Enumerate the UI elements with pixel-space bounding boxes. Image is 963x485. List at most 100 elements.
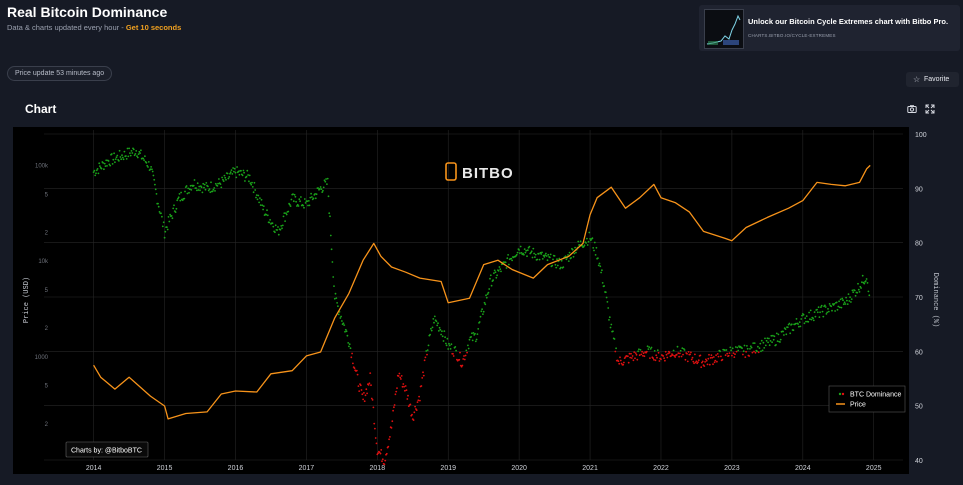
dominance-point <box>865 278 868 280</box>
dominance-point <box>742 350 745 353</box>
dominance-point <box>343 324 346 326</box>
dominance-point <box>560 266 562 269</box>
dominance-point <box>310 192 312 195</box>
dominance-point <box>336 302 338 304</box>
dominance-point <box>404 385 407 387</box>
dominance-point <box>166 228 169 231</box>
dominance-point <box>857 288 860 291</box>
dominance-point <box>292 193 294 196</box>
dominance-point <box>437 330 440 332</box>
dominance-point <box>207 185 209 188</box>
promo-thumbnail-chart-icon <box>705 10 743 48</box>
favorite-button[interactable]: ☆ Favorite <box>906 72 959 87</box>
dominance-point <box>154 183 156 186</box>
dominance-point <box>232 167 235 169</box>
dominance-point <box>635 353 638 356</box>
dominance-point <box>769 340 772 342</box>
dominance-point <box>768 337 770 340</box>
dominance-point <box>436 324 439 327</box>
dominance-point <box>732 352 735 354</box>
dominance-point <box>758 347 761 349</box>
dominance-point <box>187 187 190 190</box>
expand-icon[interactable] <box>925 104 935 114</box>
dominance-point <box>712 356 715 358</box>
dominance-point <box>162 221 165 224</box>
dominance-point <box>374 437 377 439</box>
dominance-point <box>196 182 199 185</box>
dominance-point <box>716 353 719 355</box>
dominance-point <box>174 211 177 214</box>
dominance-point <box>767 341 769 344</box>
dominance-point <box>279 228 282 231</box>
camera-icon[interactable] <box>907 104 917 114</box>
dominance-point <box>765 339 768 342</box>
dominance-point <box>190 189 193 191</box>
dominance-point <box>775 344 777 346</box>
dominance-point <box>160 212 162 215</box>
dominance-point <box>137 153 140 156</box>
dominance-point <box>523 248 526 251</box>
dominance-point <box>748 355 751 357</box>
dominance-point <box>779 338 782 341</box>
dominance-point <box>367 384 370 386</box>
dominance-point <box>297 205 300 207</box>
dominance-point <box>547 253 550 256</box>
dominance-point <box>620 362 623 365</box>
upgrade-link[interactable]: Get 10 seconds <box>125 23 182 32</box>
dominance-point <box>555 266 558 269</box>
dominance-point <box>650 346 653 349</box>
dominance-point <box>173 204 175 207</box>
dominance-point <box>743 344 746 347</box>
dominance-point <box>163 236 166 239</box>
dominance-point <box>761 349 764 352</box>
dominance-point <box>723 349 726 352</box>
y-right-tick-label: 40 <box>915 458 923 465</box>
dominance-point <box>612 330 614 333</box>
x-tick-label: 2022 <box>653 465 669 472</box>
dominance-point <box>326 183 328 186</box>
dominance-point <box>317 187 320 190</box>
dominance-point <box>736 346 739 349</box>
dominance-point <box>192 184 195 187</box>
dominance-point <box>258 201 260 204</box>
dominance-point <box>324 180 327 183</box>
x-tick-label: 2021 <box>582 465 598 472</box>
dominance-point <box>836 308 839 311</box>
dominance-point <box>178 193 181 195</box>
dominance-point <box>106 165 108 167</box>
dominance-point <box>432 318 435 320</box>
dominance-point <box>725 349 728 351</box>
dominance-point <box>579 240 582 243</box>
dominance-point <box>418 395 420 398</box>
dominance-point <box>721 358 724 361</box>
dominance-point <box>618 362 621 365</box>
promo-card[interactable]: Unlock our Bitcoin Cycle Extremes chart … <box>699 5 960 51</box>
dominance-point <box>364 394 367 397</box>
dominance-point <box>277 226 279 228</box>
dominance-point <box>216 185 219 187</box>
dominance-point <box>519 245 522 248</box>
dominance-point <box>185 185 188 187</box>
dominance-point <box>274 231 276 234</box>
dominance-point <box>720 355 722 358</box>
dominance-point <box>170 215 173 217</box>
dominance-point <box>458 358 461 361</box>
dominance-point <box>572 255 575 258</box>
dominance-point <box>492 279 494 282</box>
dominance-point <box>585 242 587 244</box>
dominance-point <box>334 292 337 295</box>
dominance-point <box>151 170 154 173</box>
dominance-point <box>715 354 717 356</box>
dominance-point <box>249 182 252 185</box>
dominance-point <box>486 293 489 295</box>
dominance-point <box>337 305 339 308</box>
dominance-point <box>592 247 595 249</box>
dominance-point <box>571 248 574 251</box>
dominance-point <box>756 350 758 353</box>
dominance-point <box>171 217 174 220</box>
dominance-point <box>776 340 779 342</box>
dominance-point <box>193 179 196 181</box>
dominance-point <box>757 351 760 354</box>
dominance-point <box>282 215 285 218</box>
dominance-point <box>610 323 613 326</box>
